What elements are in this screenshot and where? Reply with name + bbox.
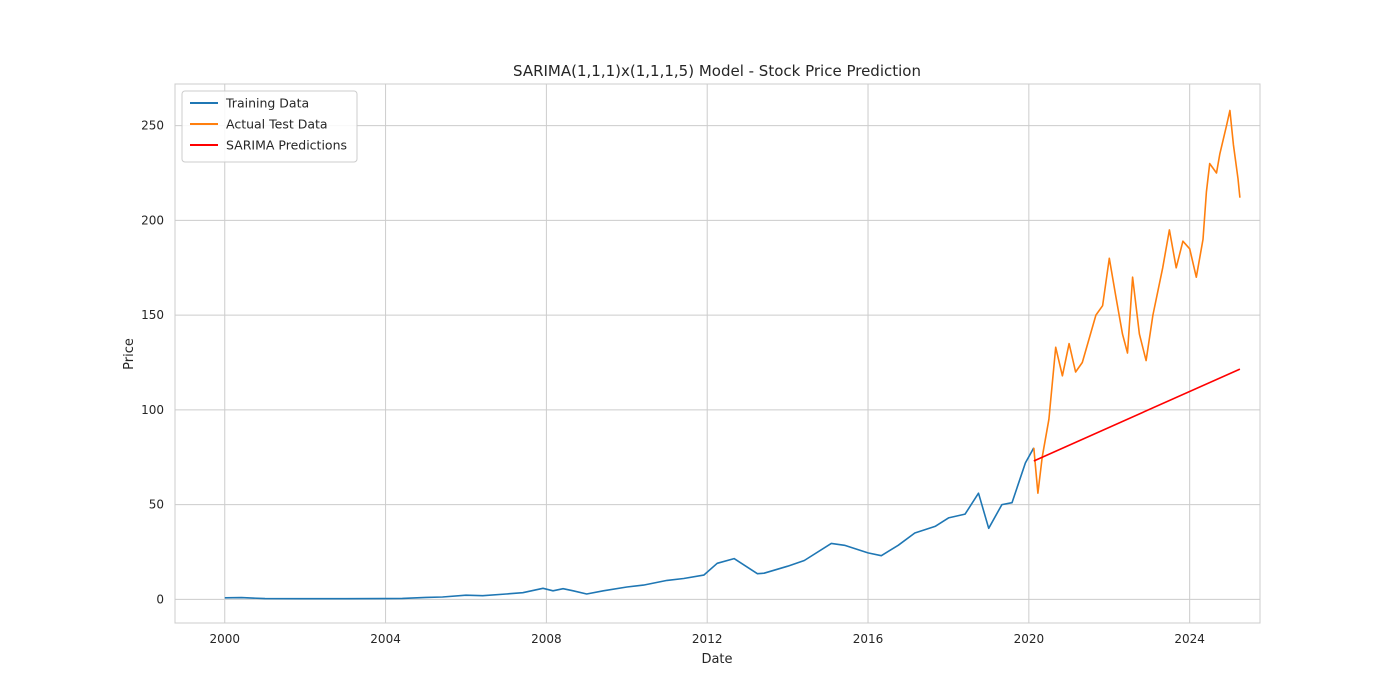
y-tick-label: 100 bbox=[141, 403, 164, 417]
legend-label-training-data: Training Data bbox=[225, 96, 309, 111]
legend: Training Data Actual Test Data SARIMA Pred… bbox=[181, 90, 358, 163]
legend-box bbox=[181, 90, 358, 163]
y-tick-label: 150 bbox=[141, 308, 164, 322]
chart-title: SARIMA(1,1,1)x(1,1,1,5) Model - Stock Pr… bbox=[513, 62, 921, 80]
y-tick-label: 50 bbox=[149, 498, 164, 512]
x-tick-label: 2016 bbox=[853, 632, 884, 646]
actual-test-data-line bbox=[1033, 109, 1241, 495]
x-tick-label: 2020 bbox=[1014, 632, 1045, 646]
plot-area-frame bbox=[174, 83, 1261, 624]
training-data-line bbox=[224, 447, 1035, 600]
y-tick-label: 0 bbox=[156, 592, 164, 606]
y-tick-label: 200 bbox=[141, 213, 164, 227]
tick-labels: 2000 2004 2008 2012 2016 2020 2024 0 50 100 150 200… bbox=[141, 119, 1205, 646]
legend-label-sarima-predictions: SARIMA Predictions bbox=[226, 138, 347, 153]
sarima-predictions-line bbox=[1033, 368, 1241, 462]
x-tick-label: 2024 bbox=[1174, 632, 1205, 646]
y-tick-label: 250 bbox=[141, 119, 164, 133]
series-layer bbox=[224, 109, 1241, 600]
x-tick-label: 2008 bbox=[531, 632, 562, 646]
x-tick-label: 2004 bbox=[370, 632, 401, 646]
y-axis-label: Price bbox=[122, 338, 137, 370]
x-tick-label: 2000 bbox=[209, 632, 240, 646]
legend-label-actual-test-data: Actual Test Data bbox=[226, 117, 328, 132]
x-axis-label: Date bbox=[701, 652, 732, 667]
x-tick-label: 2012 bbox=[692, 632, 723, 646]
